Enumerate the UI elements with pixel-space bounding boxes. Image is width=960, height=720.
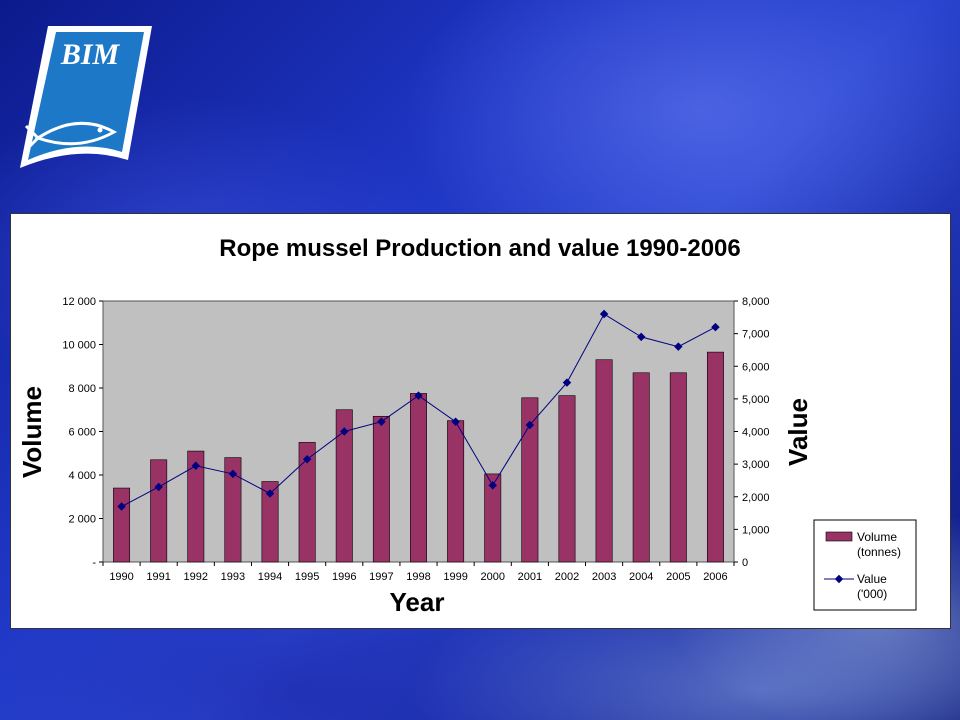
y2-tick-label: 1,000 [742,524,770,536]
x-tick-label: 2000 [480,571,504,583]
y-tick-label: - [92,557,96,569]
point-value [451,417,460,426]
y2-tick-label: 7,000 [742,329,770,341]
legend-swatch-volume [825,531,853,542]
x-tick-label: 2003 [592,571,616,583]
legend-label-volume-1: Volume [857,530,897,544]
x-tick-label: 1991 [146,571,170,583]
bar-volume [595,359,613,563]
x-tick-label: 1994 [258,571,282,583]
y2-tick-label: 8,000 [742,296,770,308]
x-tick-label: 2006 [703,571,727,583]
legend: Volume (tonnes) Value ('000) [813,519,917,611]
bar-volume [150,459,168,563]
point-value [117,502,126,511]
point-value [414,391,423,400]
bar-volume [187,450,205,563]
x-tick-label: 1998 [406,571,430,583]
bim-logo: BIM [20,26,152,168]
point-value [154,482,163,492]
point-value [562,378,572,387]
x-axis-title: Year [390,587,445,617]
y2-tick-label: 2,000 [742,492,770,504]
x-tick-label: 2004 [629,571,653,583]
point-value [191,461,201,470]
legend-label-value-1: Value [857,572,887,586]
point-value [340,427,349,436]
y2-tick-label: 6,000 [742,361,770,373]
y-tick-label: 4 000 [68,470,96,482]
fish-icon [24,121,118,152]
point-value [377,417,386,426]
x-tick-label: 1999 [443,571,467,583]
chart: Rope mussel Production and value 1990-20… [17,235,917,617]
y-tick-label: 8 000 [68,383,96,395]
bar-volume [113,487,131,563]
y-tick-label: 10 000 [62,340,96,352]
x-tick-label: 1996 [332,571,356,583]
x-tick-label: 1990 [109,571,133,583]
bar-volume [521,397,539,563]
y-tick-label: 2 000 [68,514,96,526]
bar-volume [447,420,465,563]
bar-volume [632,372,650,563]
bar-volume [372,415,390,563]
x-tick-label: 2005 [666,571,690,583]
bar-volume [224,457,242,563]
point-value [525,420,535,430]
x-tick-label: 2002 [555,571,579,583]
y2-tick-label: 3,000 [742,459,770,471]
point-value [265,489,275,498]
y-tick-label: 6 000 [68,427,96,439]
logo-text: BIM [60,38,121,71]
bar-volume [706,351,724,563]
x-tick-label: 2001 [518,571,542,583]
chart-panel: Rope mussel Production and value 1990-20… [10,213,951,629]
y-tick-label: 12 000 [62,296,96,308]
y-axis-title: Volume [17,386,47,478]
y2-axis-title: Value [783,398,813,466]
bar-volume [335,409,353,563]
legend-label-value-2: ('000) [857,587,887,601]
point-value [228,469,238,479]
x-tick-label: 1992 [184,571,208,583]
bar-volume [669,372,687,563]
bar-volume [558,395,576,563]
legend-label-volume-2: (tonnes) [857,545,901,559]
x-tick-label: 1995 [295,571,319,583]
chart-title: Rope mussel Production and value 1990-20… [219,235,741,262]
bar-volume [484,473,502,563]
y2-tick-label: 4,000 [742,427,770,439]
point-value [302,454,312,464]
bar-volume [410,393,427,563]
y2-tick-label: 5,000 [742,394,770,406]
bar-volume [298,442,316,563]
bar-volume [261,481,279,563]
y2-tick-label: 0 [742,557,748,569]
x-tick-label: 1993 [221,571,245,583]
point-value [488,481,497,490]
x-tick-label: 1997 [369,571,393,583]
